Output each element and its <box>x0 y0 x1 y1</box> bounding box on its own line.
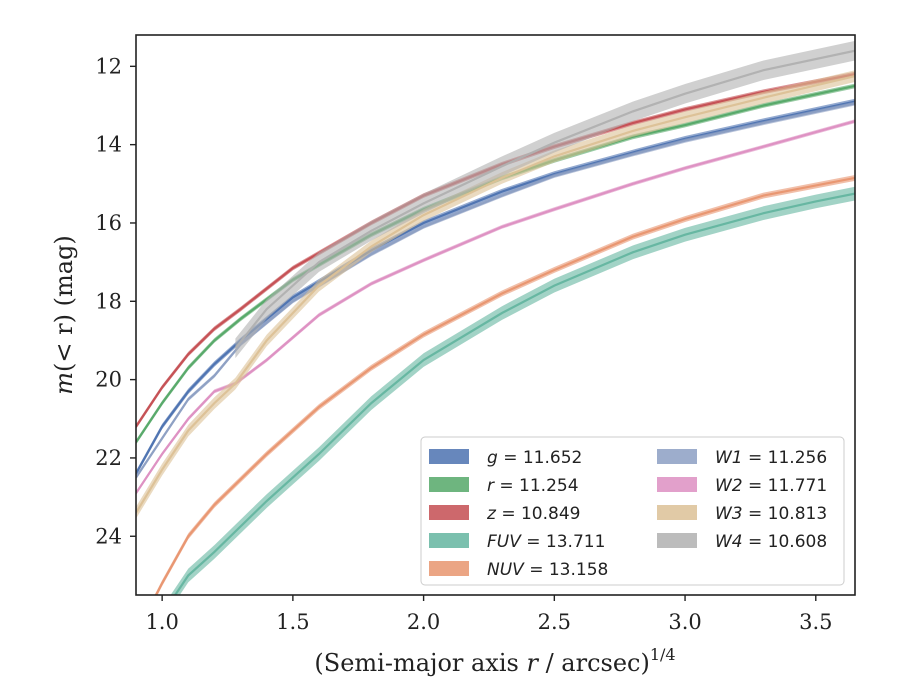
legend-label: W4 = 10.608 <box>715 532 827 552</box>
legend-item-w4: W4 = 10.608 <box>657 532 827 552</box>
series-g <box>136 98 855 477</box>
series-line-nuv <box>154 176 855 595</box>
legend-label: z = 10.849 <box>486 504 580 524</box>
y-tick-label: 18 <box>95 289 122 313</box>
legend-swatch <box>429 477 469 492</box>
x-axis-title: (Semi-major axis r / arcsec)1/4 <box>314 645 675 677</box>
legend-swatch <box>429 561 469 576</box>
legend-label: FUV = 13.711 <box>487 532 605 552</box>
legend-label: W3 = 10.813 <box>715 504 827 524</box>
legend-item-fuv: FUV = 13.711 <box>429 532 605 552</box>
legend-item-g: g = 11.652 <box>429 448 582 468</box>
series-band-fuv <box>170 186 855 595</box>
legend-item-w3: W3 = 10.813 <box>657 504 827 524</box>
legend: g = 11.652 r = 11.254 z = 10.849 FUV = 13.7… <box>420 436 845 586</box>
legend-swatch <box>657 533 697 548</box>
legend-item-nuv: NUV = 13.158 <box>429 560 608 580</box>
series-line-w3 <box>136 75 855 514</box>
legend-swatch <box>429 533 469 548</box>
legend-swatch <box>429 449 469 464</box>
x-tick-label: 1.0 <box>145 610 178 634</box>
legend-item-z: z = 10.849 <box>429 504 580 524</box>
series-w2 <box>136 119 855 496</box>
series-band-w1 <box>136 101 855 480</box>
legend-swatch <box>657 449 697 464</box>
series-line-w2 <box>136 120 855 494</box>
y-tick-label: 22 <box>95 446 122 470</box>
x-tick-label: 2.0 <box>407 610 440 634</box>
x-tick-label: 1.5 <box>276 610 309 634</box>
legend-item-w2: W2 = 11.771 <box>657 476 827 496</box>
legend-label: r = 11.254 <box>487 476 579 496</box>
legend-label: NUV = 13.158 <box>487 560 608 580</box>
series-w4 <box>234 40 855 359</box>
plot-area <box>136 40 855 595</box>
series-w3 <box>136 70 855 519</box>
series-line-w4 <box>234 49 855 349</box>
y-tick-label: 20 <box>95 368 122 392</box>
series-nuv <box>154 175 855 595</box>
y-axis: 12 14 16 18 20 22 24 <box>95 54 136 548</box>
legend-swatch <box>657 505 697 520</box>
series-fuv <box>170 186 855 595</box>
y-tick-label: 16 <box>95 211 122 235</box>
legend-item-r: r = 11.254 <box>429 476 579 496</box>
legend-label: W1 = 11.256 <box>715 448 827 468</box>
legend-swatch <box>657 477 697 492</box>
legend-label: g = 11.652 <box>487 448 582 468</box>
plot-frame <box>135 34 856 596</box>
series-line-fuv <box>173 192 855 595</box>
y-tick-label: 14 <box>95 133 122 157</box>
legend-label: W2 = 11.771 <box>715 476 827 496</box>
x-tick-label: 3.0 <box>668 610 701 634</box>
series-band-r <box>136 83 855 445</box>
legend-swatch <box>429 505 469 520</box>
y-tick-label: 12 <box>95 54 122 78</box>
series-line-r <box>136 84 855 443</box>
series-w1 <box>136 101 855 480</box>
series-line-g <box>136 100 855 475</box>
y-axis-title: m(< r) (mag) <box>50 235 78 395</box>
series-band-w4 <box>235 40 855 359</box>
x-tick-label: 3.5 <box>799 610 832 634</box>
x-tick-label: 2.5 <box>538 610 571 634</box>
y-tick-label: 24 <box>95 524 122 548</box>
series-r <box>136 83 855 445</box>
series-line-w1 <box>136 102 855 479</box>
x-axis: 1.0 1.5 2.0 2.5 3.0 3.5 <box>145 595 832 634</box>
legend-box <box>420 436 845 586</box>
series-band-g <box>136 98 855 477</box>
legend-item-w1: W1 = 11.256 <box>657 448 827 468</box>
